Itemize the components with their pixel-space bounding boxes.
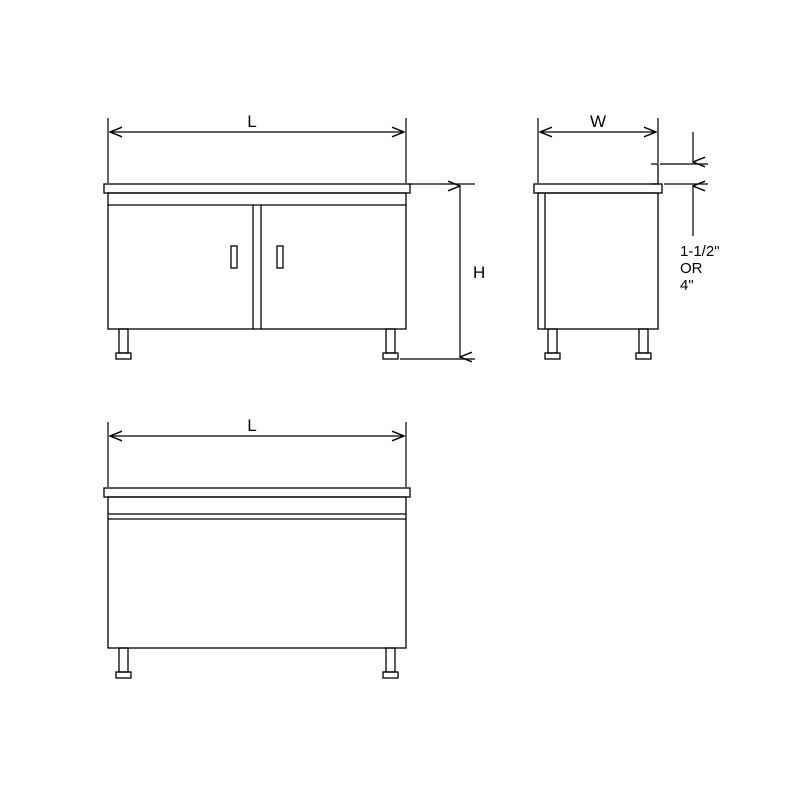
front-view-bottom bbox=[104, 488, 410, 678]
dimension-L-bottom bbox=[108, 422, 406, 487]
label-L-bottom: L bbox=[247, 416, 256, 435]
side-leg-right bbox=[636, 329, 651, 359]
dimension-backsplash bbox=[660, 132, 708, 236]
dimension-L-top bbox=[108, 118, 406, 183]
front-view-top bbox=[104, 184, 410, 359]
dimensional-drawing-svg: L H W 1-1/2" OR 4" bbox=[0, 0, 800, 800]
backsplash-note-1: 1-1/2" bbox=[680, 243, 720, 260]
side-view bbox=[534, 164, 662, 359]
drawing-canvas: L H W 1-1/2" OR 4" bbox=[0, 0, 800, 800]
dimension-H bbox=[400, 184, 475, 359]
label-H: H bbox=[473, 263, 485, 282]
leg-left-b bbox=[116, 648, 131, 678]
leg-left bbox=[116, 329, 131, 359]
leg-right-b bbox=[383, 648, 398, 678]
label-L-top: L bbox=[247, 112, 256, 131]
label-W: W bbox=[590, 112, 606, 131]
leg-right bbox=[383, 329, 398, 359]
side-leg-left bbox=[545, 329, 560, 359]
backsplash-note-3: 4" bbox=[680, 277, 694, 294]
backsplash-note-2: OR bbox=[680, 260, 703, 277]
